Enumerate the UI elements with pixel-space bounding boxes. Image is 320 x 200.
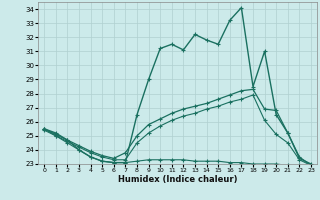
X-axis label: Humidex (Indice chaleur): Humidex (Indice chaleur) [118, 175, 237, 184]
